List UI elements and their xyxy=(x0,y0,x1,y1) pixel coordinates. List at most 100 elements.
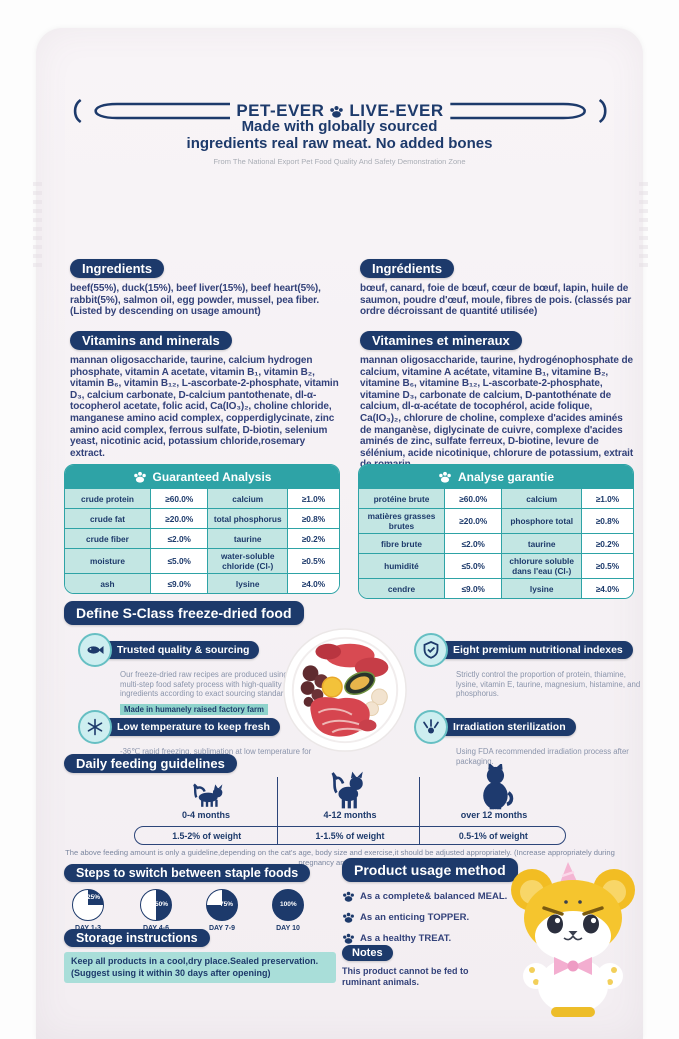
vitamins-en-title: Vitamins and minerals xyxy=(70,331,232,350)
table-cell: ≥60.0% xyxy=(149,488,208,508)
analysis-table-header: Analyse garantie xyxy=(359,465,633,488)
feature-desc: Using FDA recommended irradiation proces… xyxy=(456,747,629,766)
table-cell: cendre xyxy=(359,578,444,598)
usage-item: As a healthy TREAT. xyxy=(342,932,451,945)
table-cell: ≤9.0% xyxy=(443,578,502,598)
snowflake-icon xyxy=(78,710,112,744)
brand-title: PET-EVER LIVE-EVER xyxy=(230,101,449,121)
feeding-divider xyxy=(419,777,421,845)
bag-crimp-left xyxy=(33,182,42,268)
bag-crimp-right xyxy=(639,182,648,268)
feature-low-temperature: Low temperature to keep fresh -36℃ rapid… xyxy=(78,710,316,766)
ingredients-en-title: Ingredients xyxy=(70,259,165,278)
feeding-age: 0-4 months xyxy=(181,810,230,820)
section-storage: Storage instructions xyxy=(64,929,210,947)
table-cell: total phosphorus xyxy=(207,508,287,528)
flourish-right-icon xyxy=(449,99,607,123)
pie-25: 25% xyxy=(72,889,104,921)
table-cell: phosphore total xyxy=(501,508,581,533)
feature-highlight: Made in humanely raised factory farm xyxy=(120,704,268,716)
table-cell: chlorure soluble dans l'eau (Cl-) xyxy=(501,553,581,578)
notes-body: This product cannot be fed to ruminant a… xyxy=(342,966,469,988)
feature-title: Eight premium nutritional indexes xyxy=(437,641,633,659)
table-cell: ≥1.0% xyxy=(286,488,339,508)
switch-steps-title: Steps to switch between staple foods xyxy=(64,864,311,882)
analysis-table-title: Guaranteed Analysis xyxy=(152,469,272,484)
table-cell: ≤2.0% xyxy=(149,528,208,548)
cat-large-icon xyxy=(470,764,518,810)
section-feeding: Daily feeding guidelines xyxy=(64,754,237,773)
raw-meat-plate-image xyxy=(283,628,407,752)
table-cell: ≥0.2% xyxy=(580,533,633,553)
feature-head: Trusted quality & sourcing xyxy=(78,633,316,667)
day-label: DAY 7-9 xyxy=(208,925,236,932)
guaranteed-analysis-table: Guaranteed Analysis crude protein ≥60.0% c… xyxy=(64,464,340,594)
vitamins-fr-body: mannan oligosaccharide, taurine, hydrogé… xyxy=(360,355,634,470)
paw-icon xyxy=(342,911,355,924)
table-cell: matières grasses brutes xyxy=(359,508,444,533)
feeding-note: The above feeding amount is only a guide… xyxy=(65,848,615,867)
feeding-title: Daily feeding guidelines xyxy=(64,754,237,773)
table-cell: ≥20.0% xyxy=(149,508,208,528)
feeding-amount: 0.5-1% of weight xyxy=(458,830,528,841)
pie-label: 100% xyxy=(280,901,297,908)
table-cell: crude protein xyxy=(65,488,150,508)
notes-title: Notes xyxy=(342,945,393,961)
table-cell: ≥4.0% xyxy=(580,578,633,598)
vitamins-en-body: mannan oligosaccharide, taurine, calcium… xyxy=(70,355,339,459)
table-cell: fibre brute xyxy=(359,533,444,553)
analysis-table-title: Analyse garantie xyxy=(457,469,555,484)
section-ingredients-en: Ingredients beef(55%), duck(15%), beef l… xyxy=(70,259,342,318)
feature-head: Low temperature to keep fresh xyxy=(78,710,316,744)
table-cell: ≤2.0% xyxy=(443,533,502,553)
fish-icon xyxy=(78,633,112,667)
feature-nutritional-indexes: Eight premium nutritional indexes Strict… xyxy=(414,633,652,699)
section-switch-steps: Steps to switch between staple foods xyxy=(64,864,311,882)
table-cell: ash xyxy=(65,573,150,593)
feature-title: Low temperature to keep fresh xyxy=(101,718,280,736)
pie-50: 50% xyxy=(140,889,172,921)
feature-desc: Our freeze-dried raw recipes are produce… xyxy=(120,670,295,699)
feature-head: Eight premium nutritional indexes xyxy=(414,633,652,667)
table-cell: ≥60.0% xyxy=(443,488,502,508)
day-label: DAY 10 xyxy=(276,925,300,932)
section-sclass: Define S-Class freeze-dried food xyxy=(64,601,304,625)
table-cell: taurine xyxy=(501,533,581,553)
table-cell: ≥0.8% xyxy=(580,508,633,533)
ingredients-fr-body: bœuf, canard, foie de bœuf, cœur de bœuf… xyxy=(360,283,632,318)
feeding-amount: 1.5-2% of weight xyxy=(172,830,242,841)
feeding-amount-bar: 1.5-2% of weight 1-1.5% of weight 0.5-1%… xyxy=(134,826,566,845)
feature-trusted-quality: Trusted quality & sourcing Our freeze-dr… xyxy=(78,633,316,717)
feature-head: Irradiation sterilization xyxy=(414,710,652,744)
pie-100: 100% xyxy=(272,889,304,921)
radiation-icon xyxy=(414,710,448,744)
cat-medium-icon xyxy=(326,770,368,810)
feeding-age: over 12 months xyxy=(460,810,528,820)
storage-title: Storage instructions xyxy=(64,929,210,947)
paw-icon xyxy=(133,470,147,484)
table-cell: ≥20.0% xyxy=(443,508,502,533)
paw-icon xyxy=(329,104,344,119)
ingredients-fr-title: Ingrédients xyxy=(360,259,455,278)
sclass-title: Define S-Class freeze-dried food xyxy=(64,601,304,625)
usage-item-text: As a complete& balanced MEAL. xyxy=(360,891,508,902)
flourish-left-icon xyxy=(73,99,231,123)
storage-body: Keep all products in a cool,dry place.Se… xyxy=(64,952,336,984)
tagline-2: ingredients real raw meat. No added bone… xyxy=(186,135,493,152)
analysis-table-grid: crude protein ≥60.0% calcium ≥1.0% crude fa… xyxy=(65,488,339,593)
analysis-table-header: Guaranteed Analysis xyxy=(65,465,339,488)
table-cell: moisture xyxy=(65,548,150,573)
origin-subline: From The National Export Pet Food Qualit… xyxy=(213,157,466,166)
pie-75: 75% xyxy=(206,889,238,921)
usage-item-text: As an enticing TOPPER. xyxy=(360,912,470,923)
table-cell: crude fat xyxy=(65,508,150,528)
analyse-garantie-table: Analyse garantie protéine brute ≥60.0% cal… xyxy=(358,464,634,599)
feature-title: Trusted quality & sourcing xyxy=(101,641,260,659)
table-cell: ≥0.8% xyxy=(286,508,339,528)
feeding-age-row: 0-4 months 4-12 months over 12 months xyxy=(134,810,566,820)
table-cell: water-soluble chloride (Cl-) xyxy=(207,548,287,573)
table-cell: ≥1.0% xyxy=(580,488,633,508)
tagline-1: Made with globally sourced xyxy=(241,118,438,135)
paw-icon xyxy=(342,890,355,903)
